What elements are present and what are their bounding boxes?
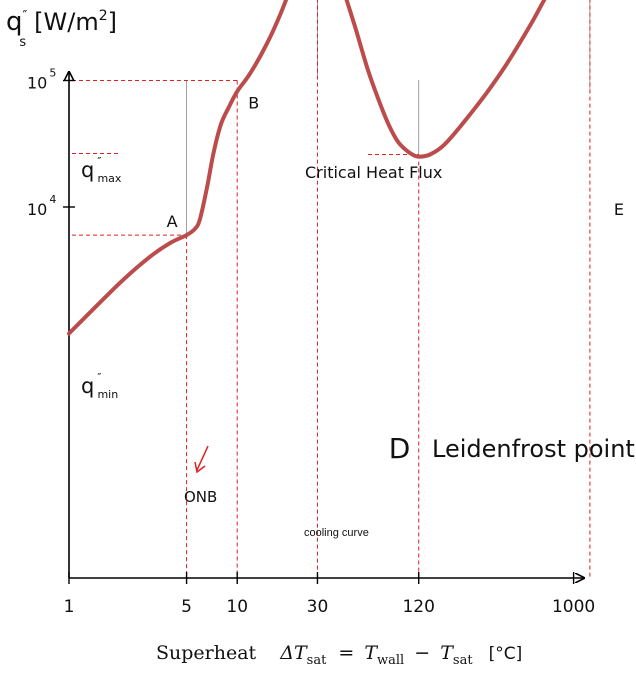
x-tick-label: 5 [181, 597, 192, 617]
x-tick-label: 1000 [552, 597, 595, 617]
point-label-e: E [614, 200, 624, 219]
point-label-b: B [248, 94, 259, 113]
onb-arrow-head [194, 461, 206, 474]
point-label-a: A [167, 212, 178, 231]
onb-label: ONB [184, 488, 217, 506]
axes [69, 72, 584, 578]
x-axis-title: Superheat ΔTsat = Twall − Tsat [°C] [156, 642, 522, 669]
y-tick-label: 105 [27, 67, 56, 93]
text-labels: 1510301201000104105106107ABCDECritical H… [27, 67, 635, 618]
y-axis-title: q″ s[W/m2] [6, 7, 117, 50]
y-tick-label: 104 [27, 193, 56, 219]
x-tick-label: 30 [307, 597, 329, 617]
tick-marks [63, 79, 575, 584]
qmin-label: q ″ min [81, 371, 118, 401]
x-tick-label: 10 [226, 597, 248, 617]
point-label-d: D [389, 432, 411, 465]
x-tick-label: 1 [64, 597, 75, 617]
onb-arrow-shaft [196, 445, 209, 471]
boiling-curve-line [67, 0, 547, 336]
critical-heat-flux-label: Critical Heat Flux [305, 163, 442, 182]
x-tick-label: 120 [402, 597, 434, 617]
qmax-label: q ″ max [81, 155, 122, 185]
leidenfrost-label: Leidenfrost point [432, 435, 635, 463]
guide-lines [72, 0, 591, 578]
cooling-curve-label: cooling curve [304, 527, 369, 539]
series-layer [67, 0, 547, 336]
